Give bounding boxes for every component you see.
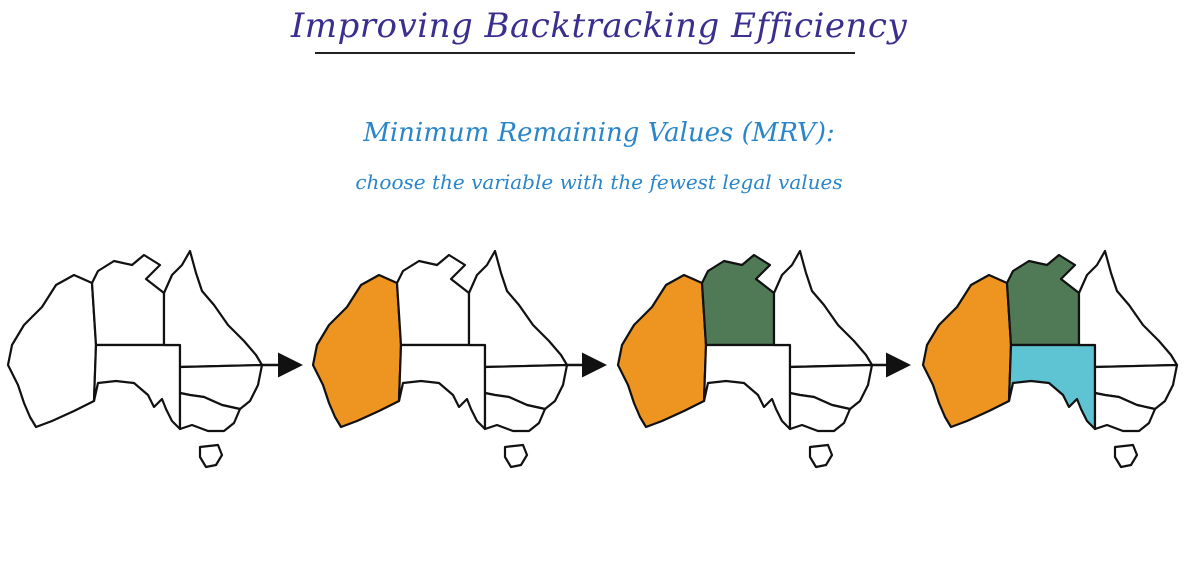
australia-map-2 [311,249,569,469]
australia-map-3 [616,249,874,469]
region-wa [921,273,1013,429]
region-wa [6,273,98,429]
region-q [772,249,874,369]
region-nt [395,253,471,347]
region-v [178,391,242,433]
region-wa [311,273,403,429]
region-q [467,249,569,369]
region-sa [397,343,487,431]
region-nt [700,253,776,347]
australia-map-sequence [6,249,1179,469]
region-sa [1007,343,1097,431]
region-t [503,443,529,469]
heuristic-description: choose the variable with the fewest lega… [355,170,843,194]
region-t [1113,443,1139,469]
region-wa [616,273,708,429]
region-v [788,391,852,433]
region-v [1093,391,1157,433]
page-title: Improving Backtracking Efficiency [290,6,908,46]
heuristic-name: Minimum Remaining Values (MRV): [363,118,835,148]
region-nt [1005,253,1081,347]
region-sa [702,343,792,431]
region-nt [90,253,166,347]
region-q [162,249,264,369]
australia-map-4 [921,249,1179,469]
title-underline [315,52,855,54]
region-sa [92,343,182,431]
australia-map-1 [6,249,264,469]
region-t [198,443,224,469]
region-t [808,443,834,469]
region-q [1077,249,1179,369]
region-v [483,391,547,433]
